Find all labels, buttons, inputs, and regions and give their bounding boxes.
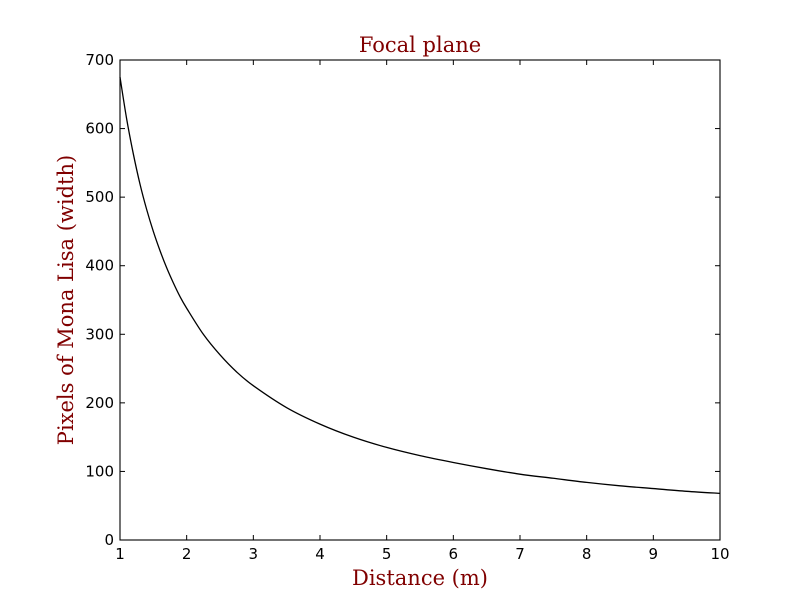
- x-axis-label: Distance (m): [352, 566, 488, 590]
- y-tick-label: 0: [104, 531, 114, 549]
- y-tick-label: 600: [85, 120, 114, 138]
- x-tick-label: 1: [115, 545, 125, 563]
- x-tick-label: 5: [382, 545, 392, 563]
- axes-frame: [119, 59, 721, 541]
- y-tick-label: 300: [85, 325, 114, 343]
- x-tick-label: 9: [649, 545, 659, 563]
- chart-title: Focal plane: [359, 33, 481, 57]
- x-tick-label: 7: [515, 545, 525, 563]
- series-line: [119, 77, 721, 495]
- x-tick-label: 2: [182, 545, 192, 563]
- y-tick-label: 100: [85, 462, 114, 480]
- y-tick-label: 400: [85, 257, 114, 275]
- y-tick-label: 700: [85, 51, 114, 69]
- y-tick-label: 500: [85, 188, 114, 206]
- x-tick-label: 8: [582, 545, 592, 563]
- series-layer: [119, 77, 721, 495]
- x-tick-label: 10: [710, 545, 729, 563]
- x-tick-label: 3: [249, 545, 259, 563]
- y-axis-label: Pixels of Mona Lisa (width): [54, 155, 78, 445]
- y-tick-label: 200: [85, 394, 114, 412]
- x-tick-label: 4: [315, 545, 325, 563]
- x-tick-label: 6: [449, 545, 459, 563]
